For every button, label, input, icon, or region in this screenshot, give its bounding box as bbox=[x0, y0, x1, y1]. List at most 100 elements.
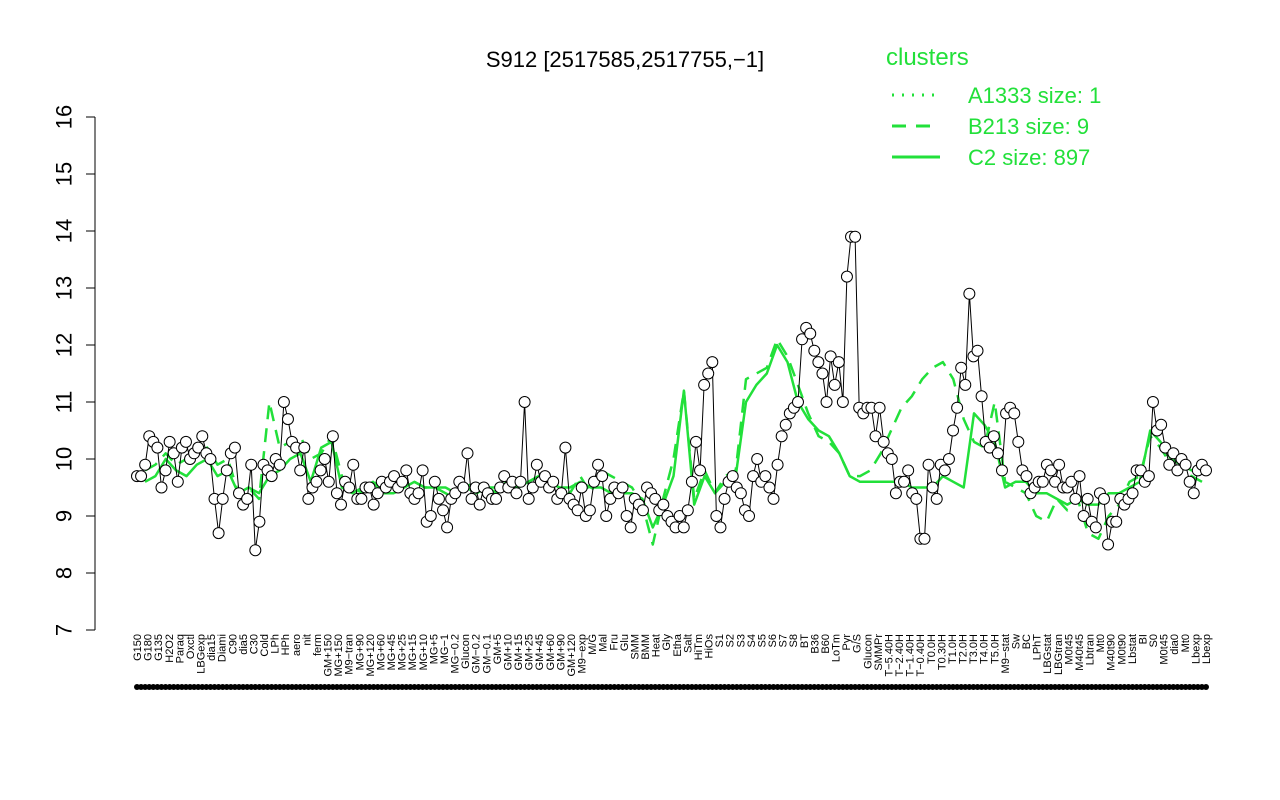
data-point bbox=[465, 492, 478, 505]
data-point bbox=[1077, 510, 1090, 522]
data-point bbox=[1187, 487, 1200, 500]
data-point bbox=[685, 475, 698, 488]
x-tick-label: MG+150 bbox=[333, 634, 345, 677]
data-point bbox=[335, 498, 348, 511]
data-point bbox=[714, 521, 727, 534]
x-tick-label: Sw bbox=[1010, 634, 1022, 649]
data-point bbox=[869, 430, 882, 443]
x-tick-label: M0t45 bbox=[1063, 634, 1075, 665]
data-point bbox=[804, 327, 817, 340]
data-point bbox=[1012, 435, 1025, 448]
data-point bbox=[832, 356, 845, 369]
x-tick-label: Lbexp bbox=[1201, 634, 1213, 664]
x-tick-label: S5 bbox=[756, 634, 768, 647]
data-point bbox=[898, 475, 911, 488]
data-point bbox=[135, 470, 148, 483]
x-tick-label: nit bbox=[301, 634, 313, 646]
x-tick-label: Cold bbox=[259, 634, 271, 657]
data-point bbox=[963, 287, 976, 300]
x-tick-label: Mal bbox=[598, 634, 610, 652]
data-point bbox=[604, 492, 617, 505]
data-point bbox=[689, 435, 702, 448]
data-point bbox=[245, 458, 258, 471]
data-point bbox=[1179, 458, 1192, 471]
data-point bbox=[681, 504, 694, 517]
x-tick-label: LoTm bbox=[831, 634, 843, 662]
x-tick-label: S0 bbox=[1148, 634, 1160, 647]
data-point bbox=[192, 441, 205, 454]
x-tick-label: Diami bbox=[217, 634, 229, 662]
data-point bbox=[363, 481, 376, 494]
sample-line bbox=[137, 236, 1207, 551]
data-point bbox=[400, 464, 413, 477]
data-point bbox=[159, 464, 172, 477]
data-point bbox=[718, 492, 731, 505]
data-point bbox=[1020, 470, 1033, 483]
x-tick-label: MG+60 bbox=[375, 634, 387, 670]
data-point bbox=[1053, 458, 1066, 471]
data-point bbox=[228, 441, 241, 454]
x-tick-label: M40t45 bbox=[1074, 634, 1086, 671]
x-tick-label: T−0.40H bbox=[915, 634, 927, 677]
data-point bbox=[673, 510, 686, 522]
x-tick-label: T−5.40H bbox=[883, 634, 895, 677]
data-point bbox=[139, 458, 152, 471]
x-tick-label: Mt0 bbox=[1180, 634, 1192, 652]
x-tick-label: G180 bbox=[143, 634, 155, 661]
data-point bbox=[1167, 447, 1180, 460]
x-tick-label: T0.0H bbox=[926, 634, 938, 664]
data-point bbox=[877, 435, 890, 448]
data-point bbox=[530, 458, 543, 471]
data-point bbox=[424, 510, 437, 522]
data-point bbox=[514, 475, 527, 488]
x-tick-label: M0t90 bbox=[1116, 634, 1128, 665]
data-point bbox=[1089, 521, 1102, 534]
x-tick-label: Oxctl bbox=[185, 634, 197, 659]
data-point bbox=[1036, 475, 1049, 488]
x-tick-label: S7 bbox=[778, 634, 790, 647]
x-tick-label: G135 bbox=[153, 634, 165, 661]
x-tick-label: GM−0.1 bbox=[481, 634, 493, 673]
data-point bbox=[885, 453, 898, 465]
data-point bbox=[947, 424, 960, 437]
x-tick-label: GM+45 bbox=[534, 634, 546, 670]
data-point bbox=[930, 492, 943, 505]
x-tick-label: aero bbox=[291, 634, 303, 656]
x-tick-label: BMM bbox=[640, 634, 652, 660]
x-tick-label: Lbstat bbox=[1127, 634, 1139, 664]
x-tick-label: GM+120 bbox=[566, 634, 578, 677]
y-tick-label: 15 bbox=[52, 162, 77, 186]
data-point bbox=[212, 527, 225, 540]
data-point bbox=[1134, 464, 1147, 477]
x-tick-label: G150 bbox=[132, 634, 144, 661]
data-point bbox=[330, 487, 343, 500]
data-point bbox=[216, 492, 229, 505]
y-tick-label: 9 bbox=[52, 510, 77, 522]
data-point bbox=[498, 470, 511, 483]
x-axis: G150G180G135H2O2ParaqOxctlLBGexpdia15Dia… bbox=[132, 633, 1213, 690]
chart-title: S912 [2517585,2517755,−1] bbox=[486, 47, 764, 72]
data-point bbox=[314, 464, 327, 477]
data-point bbox=[873, 401, 886, 414]
data-point bbox=[796, 333, 809, 346]
y-tick-label: 7 bbox=[52, 624, 77, 636]
data-point bbox=[277, 396, 290, 408]
x-tick-label: Gly bbox=[661, 634, 673, 651]
x-tick-label: Salt bbox=[682, 634, 694, 653]
x-tick-label: MG+15 bbox=[407, 634, 419, 670]
data-point bbox=[318, 453, 331, 465]
x-tick-label: T3.0H bbox=[968, 634, 980, 664]
x-tick-label: BC bbox=[1021, 634, 1033, 649]
x-tick-label: M9−stat bbox=[1000, 634, 1012, 673]
x-tick-label: Glucon bbox=[862, 634, 874, 669]
x-tick-label: GM+5 bbox=[492, 634, 504, 664]
data-point bbox=[416, 464, 429, 477]
data-point bbox=[698, 378, 711, 391]
data-point bbox=[281, 413, 294, 426]
x-tick-label: H2O2 bbox=[164, 634, 176, 663]
data-point bbox=[816, 367, 829, 380]
data-point bbox=[1044, 464, 1057, 477]
x-tick-label: ferm bbox=[312, 634, 324, 656]
x-tick-label: MG+25 bbox=[397, 634, 409, 670]
x-tick-label: GM+10 bbox=[502, 634, 514, 670]
